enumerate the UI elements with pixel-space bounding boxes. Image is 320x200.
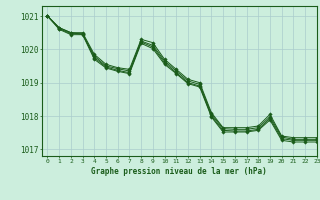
X-axis label: Graphe pression niveau de la mer (hPa): Graphe pression niveau de la mer (hPa): [91, 167, 267, 176]
